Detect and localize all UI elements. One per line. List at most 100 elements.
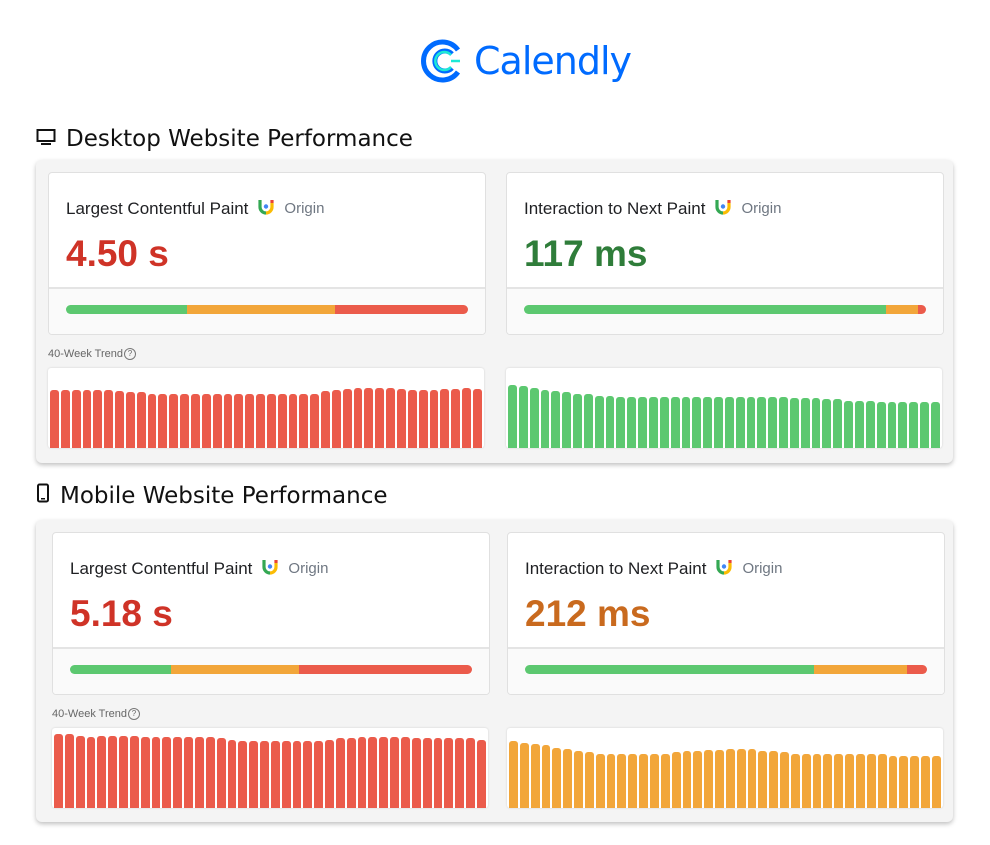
metric-card-lcp[interactable]: Largest Contentful Paint Origin 5.18 s <box>52 532 490 695</box>
trend-bar[interactable] <box>746 396 756 448</box>
trend-bar[interactable] <box>238 740 248 808</box>
trend-bar[interactable] <box>681 396 691 448</box>
trend-bar[interactable] <box>800 398 810 448</box>
trend-bar[interactable] <box>789 398 799 448</box>
trend-bar[interactable] <box>574 751 583 808</box>
trend-bar[interactable] <box>714 396 723 448</box>
trend-bar[interactable] <box>660 753 670 808</box>
trend-bar[interactable] <box>735 396 745 448</box>
trend-bar[interactable] <box>418 390 428 448</box>
trend-bar[interactable] <box>303 740 313 808</box>
trend-bar[interactable] <box>162 736 172 808</box>
trend-bar[interactable] <box>158 393 168 448</box>
help-icon[interactable]: ? <box>128 708 141 720</box>
trend-bar[interactable] <box>407 390 417 448</box>
trend-bar[interactable] <box>628 754 638 808</box>
trend-bar[interactable] <box>335 738 345 808</box>
trend-bar[interactable] <box>184 736 193 808</box>
trend-bar[interactable] <box>353 388 363 448</box>
trend-bar[interactable] <box>801 754 811 808</box>
trend-bar[interactable] <box>462 388 471 448</box>
trend-bar[interactable] <box>194 736 204 808</box>
trend-bar[interactable] <box>856 754 865 808</box>
trend-bar[interactable] <box>64 734 74 808</box>
trend-bar[interactable] <box>321 391 330 448</box>
trend-bar[interactable] <box>920 402 929 448</box>
trend-bar[interactable] <box>125 392 135 448</box>
trend-bar[interactable] <box>888 756 898 808</box>
trend-bar[interactable] <box>472 388 482 448</box>
trend-bar[interactable] <box>811 398 821 448</box>
trend-bar[interactable] <box>379 736 389 808</box>
trend-bar[interactable] <box>790 753 800 808</box>
trend-bar[interactable] <box>682 751 692 808</box>
trend-bar[interactable] <box>173 736 183 808</box>
trend-bar[interactable] <box>887 402 897 448</box>
trend-bar[interactable] <box>256 394 265 448</box>
trend-bar[interactable] <box>260 740 269 808</box>
trend-bar[interactable] <box>433 738 443 808</box>
trend-bar[interactable] <box>223 394 233 448</box>
trend-bar[interactable] <box>540 390 550 448</box>
trend-bar[interactable] <box>563 748 573 808</box>
trend-bar[interactable] <box>822 399 832 448</box>
trend-bar[interactable] <box>866 754 876 808</box>
trend-bar[interactable] <box>299 394 309 448</box>
trend-bar[interactable] <box>331 390 341 448</box>
trend-bar[interactable] <box>115 391 124 448</box>
trend-bar[interactable] <box>245 394 255 448</box>
trend-bar[interactable] <box>931 756 941 808</box>
help-icon[interactable]: ? <box>124 348 137 360</box>
trend-bar[interactable] <box>844 400 853 448</box>
trend-bar[interactable] <box>201 393 211 448</box>
trend-bar[interactable] <box>390 736 399 808</box>
trend-bar[interactable] <box>129 736 139 808</box>
trend-bar[interactable] <box>119 736 128 808</box>
trend-bar[interactable] <box>429 390 439 448</box>
metric-card-inp[interactable]: Interaction to Next Paint Origin 117 ms <box>506 172 944 335</box>
trend-bar[interactable] <box>270 740 280 808</box>
trend-bar[interactable] <box>876 401 886 448</box>
trend-bar[interactable] <box>605 396 615 448</box>
trend-bar[interactable] <box>573 393 582 448</box>
trend-bar[interactable] <box>812 754 822 808</box>
trend-bar[interactable] <box>422 738 432 808</box>
trend-bar[interactable] <box>190 393 200 448</box>
trend-bar[interactable] <box>725 748 735 808</box>
trend-bar[interactable] <box>93 390 103 448</box>
trend-bar[interactable] <box>595 753 605 808</box>
trend-bar[interactable] <box>704 749 714 808</box>
trend-bar[interactable] <box>671 752 681 808</box>
trend-bar[interactable] <box>216 738 226 808</box>
trend-bar[interactable] <box>314 740 324 808</box>
trend-bar[interactable] <box>357 736 367 808</box>
trend-bar[interactable] <box>325 740 334 808</box>
trend-bar[interactable] <box>169 393 179 448</box>
trend-bar[interactable] <box>649 754 659 808</box>
trend-bar[interactable] <box>50 390 59 448</box>
trend-bar[interactable] <box>562 392 572 448</box>
trend-bar[interactable] <box>616 396 626 448</box>
trend-bar[interactable] <box>97 736 107 808</box>
trend-bar[interactable] <box>397 388 406 448</box>
trend-bar[interactable] <box>715 749 724 808</box>
trend-bar[interactable] <box>855 400 864 448</box>
trend-bar[interactable] <box>670 396 680 448</box>
trend-bar[interactable] <box>180 393 189 448</box>
trend-bar[interactable] <box>82 390 92 448</box>
trend-bar[interactable] <box>227 740 237 808</box>
trend-bar[interactable] <box>342 388 352 448</box>
trend-bar[interactable] <box>584 752 594 808</box>
trend-bar[interactable] <box>440 388 450 448</box>
trend-bar[interactable] <box>692 396 702 448</box>
metric-card-inp[interactable]: Interaction to Next Paint Origin 212 ms <box>507 532 945 695</box>
trend-bar[interactable] <box>865 400 875 448</box>
trend-bar[interactable] <box>627 396 637 448</box>
trend-bar[interactable] <box>583 394 593 448</box>
trend-bar[interactable] <box>108 736 118 808</box>
trend-bar[interactable] <box>724 396 734 448</box>
trend-bar[interactable] <box>364 388 374 448</box>
trend-bar[interactable] <box>639 754 648 808</box>
trend-bar[interactable] <box>638 396 647 448</box>
trend-bar[interactable] <box>508 384 517 448</box>
